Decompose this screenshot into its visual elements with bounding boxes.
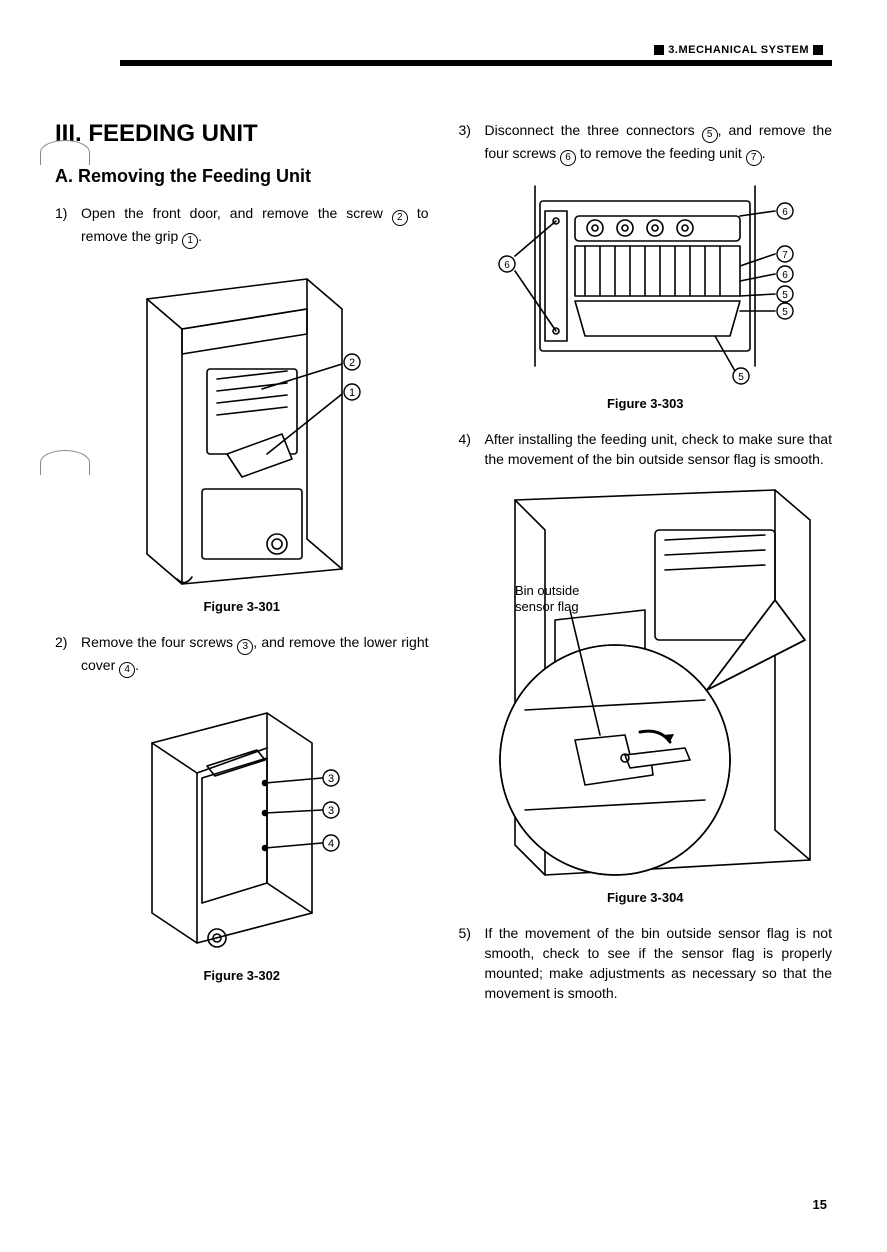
step-number: 5) <box>459 923 485 1004</box>
callout-ref: 2 <box>392 210 408 226</box>
step-number: 1) <box>55 203 81 249</box>
step-number: 2) <box>55 632 81 678</box>
callout-ref: 1 <box>182 233 198 249</box>
figure-3-303: 6 6 7 6 5 5 5 <box>459 176 833 386</box>
step-text: Disconnect the three connectors 5, and r… <box>485 120 833 166</box>
text-run: . <box>198 228 202 244</box>
callout-5-bot: 5 <box>738 372 744 383</box>
header-rule <box>120 60 832 66</box>
text-run: Open the front door, and remove the scre… <box>81 205 392 221</box>
callout-ref: 7 <box>746 150 762 166</box>
step-text: Open the front door, and remove the scre… <box>81 203 429 249</box>
figure-3-304-svg: Bin outside sensor flag <box>475 480 815 880</box>
text-run: Disconnect the three connectors <box>485 122 702 138</box>
text-run: to remove the feeding unit <box>576 145 746 161</box>
callout-ref: 5 <box>702 127 718 143</box>
section-title: III. FEEDING UNIT <box>55 120 429 148</box>
left-column: III. FEEDING UNIT A. Removing the Feedin… <box>55 120 429 1014</box>
step-text: After installing the feeding unit, check… <box>485 429 833 470</box>
sensor-flag-label-line1: Bin outside <box>515 583 579 598</box>
callout-5-r5: 5 <box>782 307 788 318</box>
text-run: Remove the four screws <box>81 634 237 650</box>
callout-6-r1: 6 <box>782 207 788 218</box>
right-column: 3) Disconnect the three connectors 5, an… <box>459 120 833 1014</box>
figure-3-303-svg: 6 6 7 6 5 5 5 <box>485 176 805 386</box>
callout-7: 7 <box>782 250 788 261</box>
figure-caption: Figure 3-303 <box>459 396 833 411</box>
figure-3-301: 2 1 <box>55 259 429 589</box>
callout-3b: 3 <box>328 805 334 817</box>
figure-3-302-svg: 3 3 4 <box>117 688 367 958</box>
step-1: 1) Open the front door, and remove the s… <box>55 203 429 249</box>
callout-6-left: 6 <box>504 260 510 271</box>
sensor-flag-label-line2: sensor flag <box>515 599 579 614</box>
figure-caption: Figure 3-304 <box>459 890 833 905</box>
figure-caption: Figure 3-301 <box>55 599 429 614</box>
callout-2: 2 <box>349 357 355 369</box>
callout-5-r4: 5 <box>782 290 788 301</box>
callout-ref: 6 <box>560 150 576 166</box>
step-number: 3) <box>459 120 485 166</box>
step-4: 4) After installing the feeding unit, ch… <box>459 429 833 470</box>
callout-4: 4 <box>328 838 334 850</box>
callout-ref: 4 <box>119 662 135 678</box>
text-run: . <box>762 145 766 161</box>
step-5: 5) If the movement of the bin outside se… <box>459 923 833 1004</box>
page-number: 15 <box>813 1197 827 1212</box>
binding-mark-mid <box>40 450 90 475</box>
binding-mark-top <box>40 140 90 165</box>
header-section-label: 3.MECHANICAL SYSTEM <box>650 44 827 56</box>
subsection-title: A. Removing the Feeding Unit <box>55 166 429 187</box>
step-text: If the movement of the bin outside senso… <box>485 923 833 1004</box>
callout-3a: 3 <box>328 773 334 785</box>
callout-ref: 3 <box>237 639 253 655</box>
callout-6-r3: 6 <box>782 270 788 281</box>
step-text: Remove the four screws 3, and remove the… <box>81 632 429 678</box>
text-run: . <box>135 657 139 673</box>
figure-3-304: Bin outside sensor flag <box>459 480 833 880</box>
step-number: 4) <box>459 429 485 470</box>
figure-3-301-svg: 2 1 <box>107 259 377 589</box>
step-2: 2) Remove the four screws 3, and remove … <box>55 632 429 678</box>
step-3: 3) Disconnect the three connectors 5, an… <box>459 120 833 166</box>
callout-1: 1 <box>349 387 355 399</box>
figure-caption: Figure 3-302 <box>55 968 429 983</box>
figure-3-302: 3 3 4 <box>55 688 429 958</box>
